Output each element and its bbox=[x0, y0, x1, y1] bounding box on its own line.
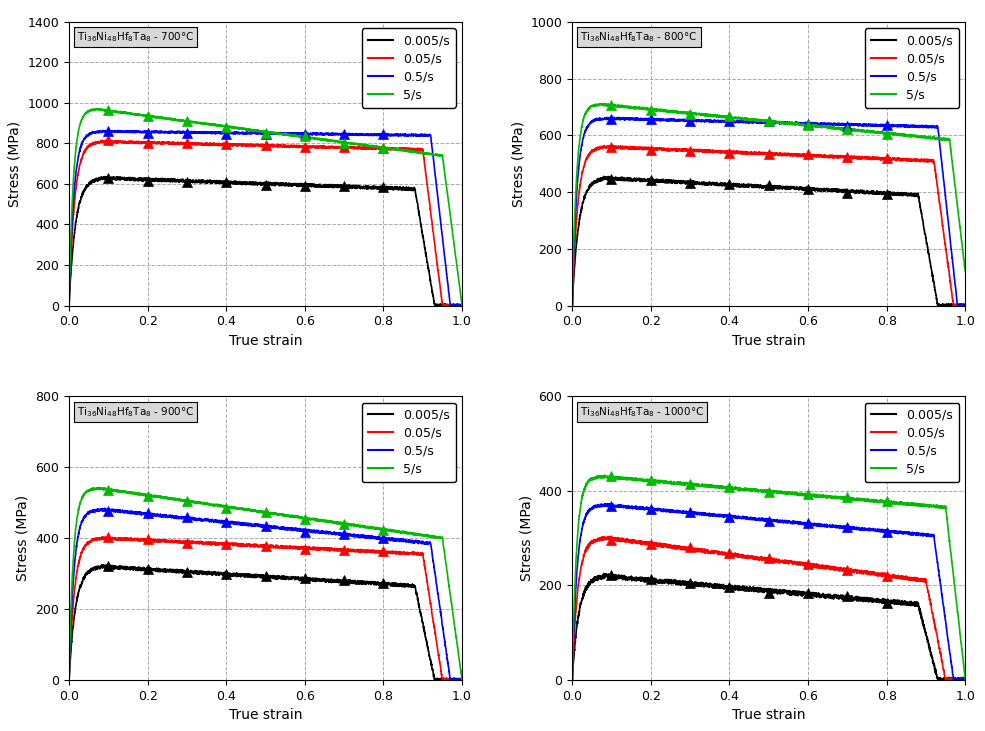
Text: Ti$_{36}$Ni$_{48}$Hf$_{8}$Ta$_{8}$ - 900°C: Ti$_{36}$Ni$_{48}$Hf$_{8}$Ta$_{8}$ - 900… bbox=[77, 405, 194, 419]
Text: Ti$_{36}$Ni$_{48}$Hf$_{8}$Ta$_{8}$ - 700°C: Ti$_{36}$Ni$_{48}$Hf$_{8}$Ta$_{8}$ - 700… bbox=[77, 31, 194, 45]
Legend: 0.005/s, 0.05/s, 0.5/s, 5/s: 0.005/s, 0.05/s, 0.5/s, 5/s bbox=[361, 403, 456, 482]
Text: Ti$_{36}$Ni$_{48}$Hf$_{8}$Ta$_{8}$ - 1000°C: Ti$_{36}$Ni$_{48}$Hf$_{8}$Ta$_{8}$ - 100… bbox=[580, 405, 704, 419]
Y-axis label: Stress (MPa): Stress (MPa) bbox=[8, 121, 22, 207]
X-axis label: True strain: True strain bbox=[732, 708, 806, 722]
X-axis label: True strain: True strain bbox=[229, 708, 302, 722]
Y-axis label: Stress (MPa): Stress (MPa) bbox=[519, 495, 533, 581]
Y-axis label: Stress (MPa): Stress (MPa) bbox=[511, 121, 525, 207]
Legend: 0.005/s, 0.05/s, 0.5/s, 5/s: 0.005/s, 0.05/s, 0.5/s, 5/s bbox=[865, 29, 959, 107]
X-axis label: True strain: True strain bbox=[732, 334, 806, 348]
Y-axis label: Stress (MPa): Stress (MPa) bbox=[16, 495, 30, 581]
Legend: 0.005/s, 0.05/s, 0.5/s, 5/s: 0.005/s, 0.05/s, 0.5/s, 5/s bbox=[361, 29, 456, 107]
Legend: 0.005/s, 0.05/s, 0.5/s, 5/s: 0.005/s, 0.05/s, 0.5/s, 5/s bbox=[865, 403, 959, 482]
X-axis label: True strain: True strain bbox=[229, 334, 302, 348]
Text: Ti$_{36}$Ni$_{48}$Hf$_{8}$Ta$_{8}$ - 800°C: Ti$_{36}$Ni$_{48}$Hf$_{8}$Ta$_{8}$ - 800… bbox=[580, 31, 697, 45]
